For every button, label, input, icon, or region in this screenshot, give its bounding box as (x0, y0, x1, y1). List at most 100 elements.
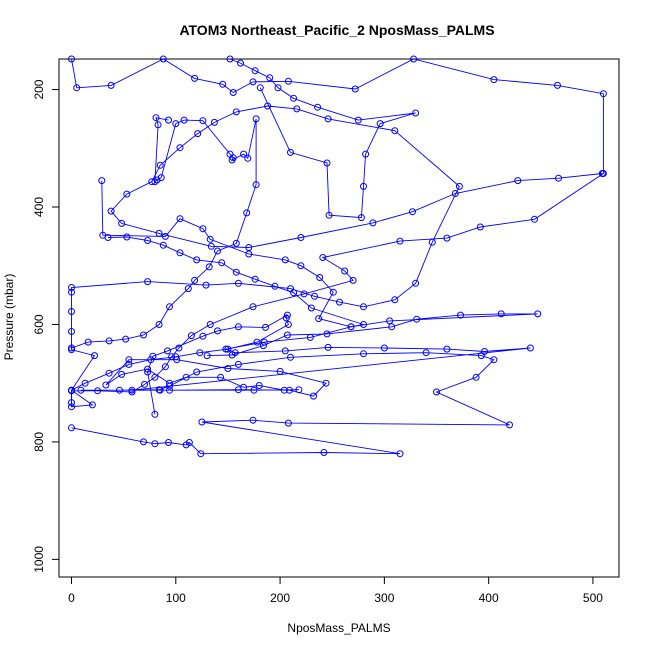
data-point (412, 279, 420, 287)
data-point (125, 360, 133, 368)
data-point (147, 356, 155, 364)
data-point (290, 289, 298, 297)
data-point (185, 439, 193, 446)
data-point (123, 233, 131, 241)
data-point (297, 262, 305, 270)
data-point (151, 178, 159, 186)
data-point (234, 279, 242, 287)
data-point (249, 416, 257, 424)
data-point (443, 345, 451, 353)
data-point (341, 267, 349, 275)
data-point (164, 347, 171, 355)
data-point (259, 342, 267, 350)
data-point (283, 311, 291, 319)
data-point (151, 440, 159, 448)
data-point (245, 250, 253, 258)
data-point (68, 328, 75, 335)
data-point (284, 321, 292, 328)
data-point (476, 223, 484, 231)
data-point (172, 120, 180, 128)
data-point (206, 235, 214, 243)
data-point (599, 90, 607, 98)
data-point (116, 386, 123, 394)
data-point (351, 85, 359, 93)
data-point (255, 382, 263, 389)
data-point (104, 234, 112, 241)
data-point (165, 116, 172, 124)
data-point (123, 190, 131, 198)
data-point (228, 156, 236, 164)
data-point (295, 386, 303, 394)
data-point (172, 353, 180, 361)
data-point (531, 215, 538, 223)
data-point (311, 292, 318, 300)
data-point (396, 450, 404, 458)
data-point (68, 399, 75, 407)
data-point (360, 321, 367, 328)
data-point (219, 80, 227, 88)
data-point (251, 67, 259, 75)
data-point (287, 353, 294, 361)
data-point (154, 121, 162, 129)
data-point (91, 352, 98, 360)
data-series (226, 55, 420, 222)
series-line (229, 58, 416, 219)
data-point (300, 290, 308, 298)
data-point (316, 274, 324, 281)
data-point (380, 344, 388, 352)
data-point (455, 182, 463, 190)
data-point (176, 249, 184, 257)
data-point (280, 386, 288, 394)
data-point (68, 344, 75, 352)
data-point (159, 241, 167, 249)
data-point (176, 144, 184, 152)
data-point (409, 208, 416, 216)
series-line (71, 313, 538, 455)
data-point (443, 234, 451, 242)
data-point (176, 215, 184, 223)
data-point (202, 281, 210, 289)
data-point (362, 150, 370, 158)
data-point (457, 311, 464, 319)
x-tick-label: 300 (374, 591, 394, 605)
data-point (287, 148, 294, 156)
data-point (284, 419, 292, 427)
data-point (307, 304, 315, 312)
data-point (122, 335, 130, 343)
data-point (214, 247, 221, 255)
data-point (240, 383, 248, 391)
data-point (73, 84, 81, 92)
data-point (506, 421, 513, 429)
data-point (349, 276, 357, 284)
data-point (157, 174, 165, 182)
data-series (68, 114, 260, 352)
data-series (98, 177, 367, 331)
data-point (205, 263, 213, 271)
data-point (244, 154, 252, 162)
data-point (283, 331, 291, 339)
data-point (391, 127, 399, 135)
data-point (214, 327, 221, 335)
series-line (71, 314, 289, 415)
data-point (194, 130, 202, 138)
data-point (281, 256, 289, 264)
plot-frame (58, 58, 620, 578)
y-axis: 200 400 600 800 1000 (32, 79, 60, 573)
data-point (224, 345, 232, 353)
data-point (526, 344, 534, 352)
data-point (128, 386, 136, 394)
data-point (166, 382, 173, 390)
data-point (217, 373, 225, 381)
data-point (68, 386, 75, 394)
data-point (497, 310, 505, 318)
data-point (144, 368, 152, 376)
data-point (151, 410, 159, 418)
data-point (250, 386, 258, 394)
data-point (105, 337, 113, 345)
x-tick-label: 0 (68, 591, 75, 605)
data-point (252, 115, 260, 123)
data-point (105, 369, 113, 377)
data-point (386, 317, 394, 325)
data-point (77, 386, 85, 394)
data-point (141, 380, 148, 388)
